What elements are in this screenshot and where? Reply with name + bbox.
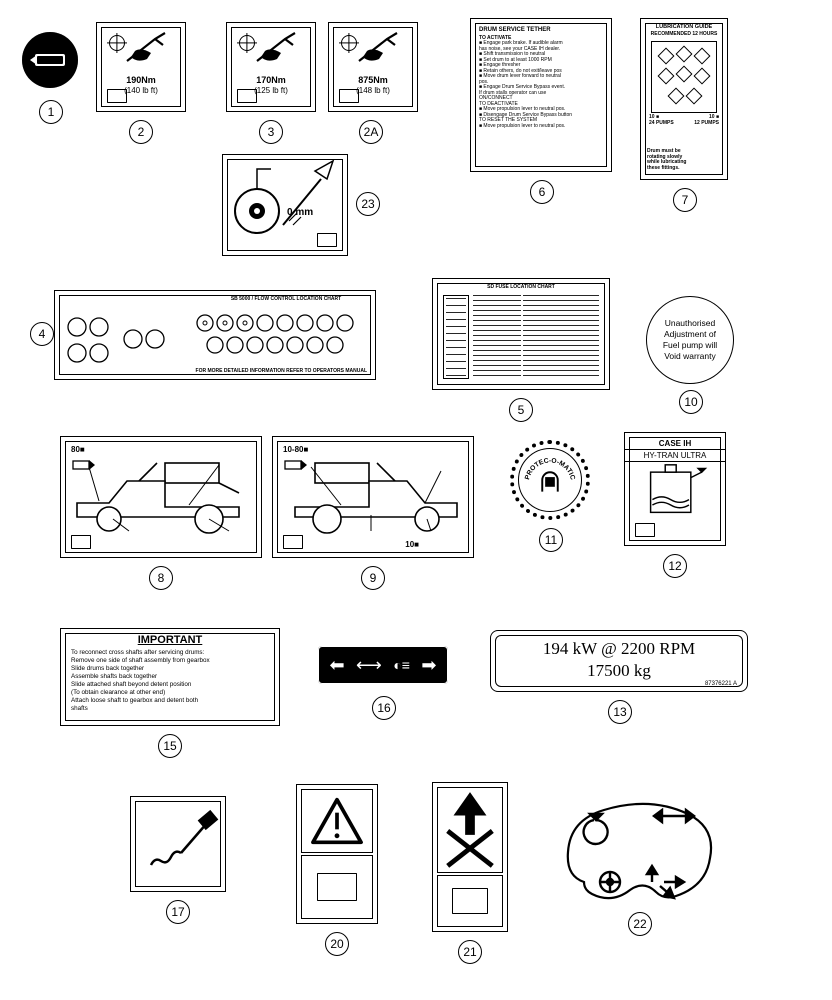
decal-2a-torque: 875Nm (148 lb ft) [328,22,418,112]
decal-1-instruction-disc [22,32,78,88]
callout-8: 8 [149,566,173,590]
parts-diagram-page: 1 190Nm (140 lb ft) 2 170Nm (125 lb ft) … [0,0,832,1000]
callout-22: 22 [628,912,652,936]
decal-12-hytran: CASE IH HY-TRAN ULTRA [624,432,726,546]
callout-11: 11 [539,528,563,552]
decal-21-no-forward [432,782,508,932]
decal-17-grease-gun [130,796,226,892]
arrow-right-icon: ➡ [421,655,436,676]
manual-icon [71,535,91,549]
decal-4-flow-control-chart: SB 5000 / FLOW CONTROL LOCATION CHART [54,290,376,380]
decal-2-torque: 190Nm (140 lb ft) [96,22,186,112]
callout-23: 23 [356,192,380,216]
decal-9-combine-right: 10-80■ 10■ [272,436,474,558]
arrow-inout-icon: ⟷ [356,655,382,676]
callout-9: 9 [361,566,385,590]
callout-15: 15 [158,734,182,758]
decal-23-gap: 0 mm [222,154,348,256]
manual-icon [317,233,337,247]
decal-16-light-arrows: ⬅ ⟷ ◐≡ ➡ [318,646,448,684]
no-arrow-icon [438,788,502,872]
callout-13: 13 [608,700,632,724]
callout-6: 6 [530,180,554,204]
callout-10: 10 [679,390,703,414]
decal-13-rating: 194 kW @ 2200 RPM 17500 kg 87376221 A [490,630,748,692]
manual-icon [283,535,303,549]
callout-12: 12 [663,554,687,578]
headlight-icon: ◐≡ [393,657,410,673]
callout-5: 5 [509,398,533,422]
callout-20: 20 [325,932,349,956]
manual-icon [452,888,488,914]
decal-8-combine-left: 80■ [60,436,262,558]
callout-2: 2 [129,120,153,144]
callout-17: 17 [166,900,190,924]
arrow-left-icon: ⬅ [329,655,344,676]
arrow-icons: ⬅ ⟷ ◐≡ ➡ [318,646,448,684]
callout-16: 16 [372,696,396,720]
callout-1: 1 [39,100,63,124]
decal-15-important: IMPORTANT To reconnect cross shafts afte… [60,628,280,726]
decal-6-drum-service: DRUM SERVICE TETHER TO ACTIVATE ■ Engage… [470,18,612,172]
callout-7: 7 [673,188,697,212]
warning-triangle-icon [309,796,365,846]
decal-11-protecomatic: PROTEC-O-MATIC [510,440,590,520]
decal-3-torque: 170Nm (125 lb ft) [226,22,316,112]
decal-22-control-pattern [560,786,720,916]
callout-21: 21 [458,940,482,964]
callout-2a: 2A [359,120,383,144]
decal-20-warning-manual [296,784,378,924]
decal-7-lube-guide: LUBRICATION GUIDE RECOMMENDED 12 HOURS 1… [640,18,728,180]
callout-4: 4 [30,322,54,346]
callout-3: 3 [259,120,283,144]
manual-icon [635,523,655,537]
decal-10-fuel-pump-seal: Unauthorised Adjustment of Fuel pump wil… [646,296,734,384]
manual-icon [317,873,357,901]
decal-5-fuse-chart: SD FUSE LOCATION CHART [432,278,610,390]
